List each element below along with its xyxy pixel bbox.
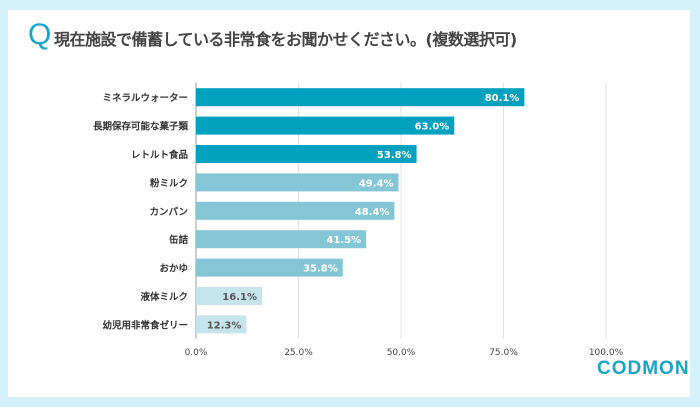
data-label: 35.8% xyxy=(303,264,338,275)
category-label: 長期保存可能な菓子類 xyxy=(93,121,189,133)
codmon-logo: CODMON xyxy=(597,358,690,379)
data-label: 41.5% xyxy=(326,235,361,246)
category-label: ミネラルウォーター xyxy=(102,92,188,104)
bar xyxy=(196,88,525,107)
category-label: 液体ミルク xyxy=(140,291,188,303)
category-label: おかゆ xyxy=(159,264,188,275)
bar xyxy=(196,258,343,277)
bar xyxy=(196,230,367,249)
category-label: レトルト食品 xyxy=(131,149,188,161)
category-label: カンパン xyxy=(150,206,188,218)
x-tick-label: 0.0% xyxy=(185,348,208,358)
bar xyxy=(196,315,247,334)
x-tick-label: 50.0% xyxy=(387,348,416,358)
x-tick-label: 75.0% xyxy=(489,348,518,358)
bar xyxy=(196,287,263,305)
bar xyxy=(196,201,395,220)
data-label: 12.3% xyxy=(207,320,242,331)
data-label: 49.4% xyxy=(359,178,394,189)
data-label: 16.1% xyxy=(222,292,257,303)
category-label: 幼児用非常食ゼリー xyxy=(102,319,188,331)
page-title: 現在施設で備蓄している非常食をお聞かせください。(複数選択可) xyxy=(54,30,517,49)
bar xyxy=(196,116,455,135)
category-label: 缶詰 xyxy=(169,234,189,246)
x-tick-label: 100.0% xyxy=(589,348,624,358)
x-tick-label: 25.0% xyxy=(284,348,313,358)
data-label: 63.0% xyxy=(415,122,450,133)
bar xyxy=(196,173,399,192)
category-label: 粉ミルク xyxy=(150,177,188,189)
bar xyxy=(196,145,417,163)
question-marker: Q xyxy=(28,18,52,51)
data-label: 48.4% xyxy=(355,207,390,218)
data-label: 53.8% xyxy=(377,150,412,161)
data-label: 80.1% xyxy=(485,93,520,104)
